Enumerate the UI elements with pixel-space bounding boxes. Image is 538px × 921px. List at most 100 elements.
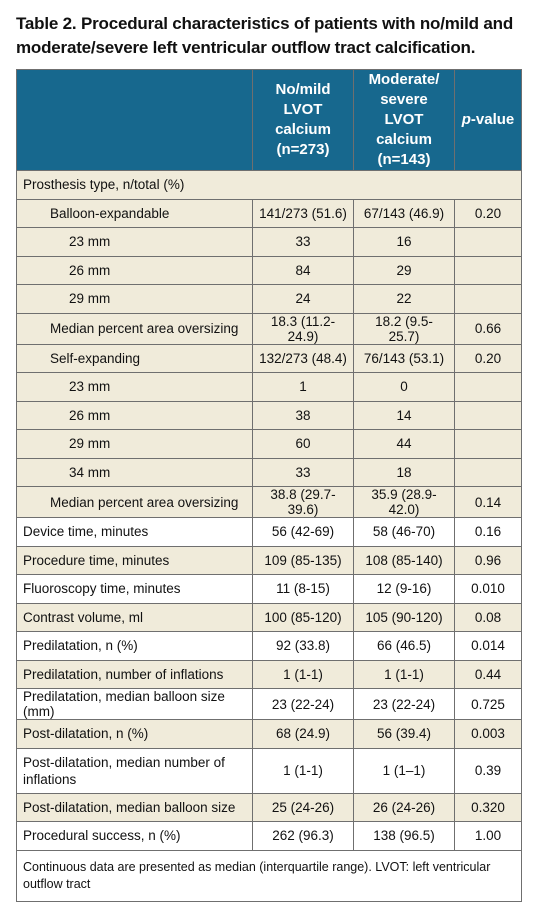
- cell-no-mild: 1 (1-1): [252, 747, 354, 794]
- table-row: 29 mm 60 44: [16, 429, 522, 459]
- cell-no-mild: 132/273 (48.4): [252, 343, 354, 373]
- row-label: Contrast volume, ml: [16, 602, 253, 632]
- cell-no-mild: 23 (22-24): [252, 688, 354, 720]
- cell-moderate-severe: 1 (1–1): [353, 747, 455, 794]
- table-title: Table 2. Procedural characteristics of p…: [16, 14, 514, 57]
- cell-p-value: 0.96: [454, 545, 522, 575]
- row-label: 29 mm: [16, 429, 253, 459]
- table-row: 26 mm 84 29: [16, 255, 522, 285]
- row-label: Prosthesis type, n/total (%): [16, 170, 522, 200]
- cell-moderate-severe: 0: [353, 372, 455, 402]
- table-row: Device time, minutes 56 (42-69) 58 (46-7…: [16, 517, 522, 547]
- cell-moderate-severe: 76/143 (53.1): [353, 343, 455, 373]
- row-label: 26 mm: [16, 255, 253, 285]
- header-empty-cell: [16, 69, 253, 171]
- cell-moderate-severe: 23 (22-24): [353, 688, 455, 720]
- cell-p-value: 0.16: [454, 517, 522, 547]
- table-row: Predilatation, number of inflations 1 (1…: [16, 659, 522, 689]
- table-row: Balloon-expandable 141/273 (51.6) 67/143…: [16, 198, 522, 228]
- cell-no-mild: 38: [252, 400, 354, 430]
- row-label: Procedure time, minutes: [16, 545, 253, 575]
- cell-moderate-severe: 18.2 (9.5-25.7): [353, 312, 455, 345]
- cell-moderate-severe: 108 (85-140): [353, 545, 455, 575]
- row-label: Predilatation, n (%): [16, 631, 253, 661]
- row-label: Self-expanding: [16, 343, 253, 373]
- table-footnote-row: Continuous data are presented as median …: [16, 849, 522, 902]
- row-label: Device time, minutes: [16, 517, 253, 547]
- cell-p-value: 0.010: [454, 574, 522, 604]
- cell-no-mild: 262 (96.3): [252, 821, 354, 851]
- cell-moderate-severe: 1 (1-1): [353, 659, 455, 689]
- row-label: 23 mm: [16, 372, 253, 402]
- table-row: Procedure time, minutes 109 (85-135) 108…: [16, 545, 522, 575]
- cell-moderate-severe: 22: [353, 284, 455, 314]
- cell-no-mild: 38.8 (29.7-39.6): [252, 486, 354, 518]
- cell-no-mild: 1: [252, 372, 354, 402]
- cell-moderate-severe: 58 (46-70): [353, 517, 455, 547]
- table-row: Post-dilatation, median balloon size 25 …: [16, 792, 522, 822]
- table-row: 26 mm 38 14: [16, 400, 522, 430]
- cell-moderate-severe: 44: [353, 429, 455, 459]
- cell-p-value: [454, 227, 522, 257]
- row-label: Procedural success, n (%): [16, 821, 253, 851]
- row-label: Fluoroscopy time, minutes: [16, 574, 253, 604]
- cell-no-mild: 11 (8-15): [252, 574, 354, 604]
- row-label: 23 mm: [16, 227, 253, 257]
- cell-no-mild: 56 (42-69): [252, 517, 354, 547]
- cell-moderate-severe: 66 (46.5): [353, 631, 455, 661]
- row-label: 34 mm: [16, 457, 253, 487]
- table-row: 29 mm 24 22: [16, 284, 522, 314]
- row-label: Post-dilatation, median balloon size: [16, 792, 253, 822]
- row-label: Predilatation, number of inflations: [16, 659, 253, 689]
- cell-moderate-severe: 35.9 (28.9-42.0): [353, 486, 455, 518]
- cell-no-mild: 60: [252, 429, 354, 459]
- cell-moderate-severe: 67/143 (46.9): [353, 198, 455, 228]
- table-row: Contrast volume, ml 100 (85-120) 105 (90…: [16, 602, 522, 632]
- header-no-mild: No/mild LVOT calcium (n=273): [252, 69, 354, 171]
- cell-no-mild: 100 (85-120): [252, 602, 354, 632]
- table-row: Self-expanding 132/273 (48.4) 76/143 (53…: [16, 343, 522, 373]
- table-header-row: No/mild LVOT calcium (n=273) Moderate/ s…: [16, 69, 522, 171]
- p-rest: -value: [470, 111, 515, 128]
- table-row: Prosthesis type, n/total (%): [16, 170, 522, 200]
- header-moderate-severe: Moderate/ severe LVOT calcium (n=143): [353, 69, 455, 171]
- table-row: Fluoroscopy time, minutes 11 (8-15) 12 (…: [16, 574, 522, 604]
- cell-no-mild: 33: [252, 457, 354, 487]
- table-container: No/mild LVOT calcium (n=273) Moderate/ s…: [16, 69, 522, 902]
- cell-p-value: 0.08: [454, 602, 522, 632]
- cell-no-mild: 92 (33.8): [252, 631, 354, 661]
- cell-p-value: 0.44: [454, 659, 522, 689]
- cell-moderate-severe: 56 (39.4): [353, 719, 455, 749]
- cell-p-value: 0.014: [454, 631, 522, 661]
- cell-moderate-severe: 29: [353, 255, 455, 285]
- cell-p-value: 0.39: [454, 747, 522, 794]
- cell-p-value: [454, 429, 522, 459]
- cell-no-mild: 25 (24-26): [252, 792, 354, 822]
- procedural-characteristics-table: No/mild LVOT calcium (n=273) Moderate/ s…: [16, 69, 522, 902]
- p-italic: p: [461, 111, 471, 128]
- cell-moderate-severe: 16: [353, 227, 455, 257]
- header-p-value: p-value: [454, 69, 522, 171]
- table-row: Post-dilatation, median number of inflat…: [16, 747, 522, 794]
- row-label: 26 mm: [16, 400, 253, 430]
- cell-p-value: 0.725: [454, 688, 522, 720]
- cell-no-mild: 18.3 (11.2-24.9): [252, 312, 354, 345]
- table-row: 23 mm 1 0: [16, 372, 522, 402]
- table-row: Predilatation, median balloon size (mm) …: [16, 688, 522, 720]
- table-row: Procedural success, n (%) 262 (96.3) 138…: [16, 821, 522, 851]
- cell-no-mild: 84: [252, 255, 354, 285]
- table-footnote: Continuous data are presented as median …: [16, 849, 522, 902]
- cell-p-value: 0.003: [454, 719, 522, 749]
- cell-moderate-severe: 26 (24-26): [353, 792, 455, 822]
- cell-p-value: 0.14: [454, 486, 522, 518]
- cell-no-mild: 141/273 (51.6): [252, 198, 354, 228]
- cell-moderate-severe: 12 (9-16): [353, 574, 455, 604]
- cell-p-value: [454, 400, 522, 430]
- cell-p-value: 0.20: [454, 198, 522, 228]
- table-row: Median percent area oversizing 18.3 (11.…: [16, 312, 522, 345]
- cell-no-mild: 1 (1-1): [252, 659, 354, 689]
- cell-p-value: 0.320: [454, 792, 522, 822]
- row-label: Balloon-expandable: [16, 198, 253, 228]
- cell-p-value: [454, 284, 522, 314]
- cell-p-value: [454, 457, 522, 487]
